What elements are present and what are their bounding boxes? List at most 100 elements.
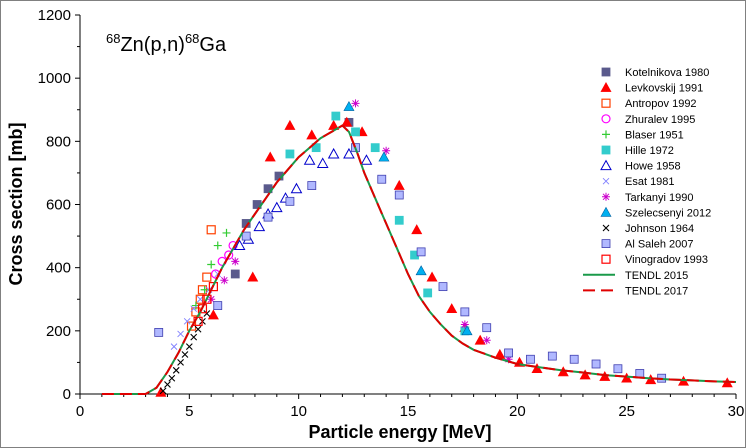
data-point (181, 351, 189, 358)
data-point (172, 366, 180, 374)
data-point (416, 247, 426, 257)
x-tick-label: 30 (728, 403, 745, 420)
data-point (327, 147, 340, 159)
legend-label: Szelecsenyi 2012 (625, 207, 711, 219)
data-point (423, 288, 433, 298)
series-tendl-2017 (101, 124, 737, 395)
data-point (306, 129, 318, 140)
y-tick-label: 1000 (38, 70, 71, 87)
legend-marker (601, 67, 611, 77)
x-tick-label: 10 (290, 403, 307, 420)
data-point (341, 116, 353, 127)
data-point (220, 276, 229, 285)
data-point (206, 225, 216, 235)
legend-label: Esat 1981 (625, 176, 675, 188)
legend-item: Blaser 1951 (602, 129, 684, 141)
legend-label: Vinogradov 1993 (625, 254, 708, 266)
x-tick-label: 5 (185, 403, 193, 420)
data-point (351, 127, 360, 137)
data-point (482, 323, 492, 333)
y-tick-label: 800 (46, 133, 71, 150)
data-point (415, 265, 427, 276)
data-point (247, 271, 259, 282)
data-point (183, 318, 191, 325)
legend-item: Johnson 1964 (602, 223, 694, 235)
data-point (547, 351, 557, 361)
legend-label: TENDL 2017 (625, 285, 688, 297)
legend-marker (602, 177, 610, 185)
title-mass-number: 68 (106, 31, 120, 46)
data-point (197, 304, 208, 314)
data-point (460, 320, 469, 329)
data-point (378, 151, 390, 162)
data-point (635, 369, 645, 378)
series-esat-1981 (170, 270, 222, 350)
x-tick-label: 20 (509, 403, 526, 420)
data-point (190, 333, 198, 341)
data-point (394, 190, 404, 200)
legend-item: Hille 1972 (601, 145, 674, 157)
legend-label: Zhuralev 1995 (625, 114, 695, 126)
data-point (164, 381, 171, 388)
legend-marker (600, 81, 612, 92)
data-point (194, 325, 202, 333)
data-point (311, 143, 321, 153)
y-tick-label: 0 (63, 386, 71, 403)
y-tick-label: 600 (46, 197, 71, 214)
x-axis-title: Particle energy [MeV] (308, 422, 491, 442)
data-point (190, 305, 198, 313)
legend-label: Johnson 1964 (625, 223, 694, 235)
legend-marker (602, 192, 610, 201)
data-point (241, 231, 251, 241)
data-point (460, 307, 470, 317)
data-point (426, 271, 438, 282)
data-point (224, 250, 234, 260)
legend-marker (600, 206, 612, 217)
data-point (159, 387, 167, 395)
legend-label: TENDL 2015 (625, 270, 688, 282)
data-point (207, 309, 219, 320)
data-point (446, 303, 458, 314)
data-point (207, 260, 216, 269)
data-point (474, 334, 486, 345)
series-levkovskij-1991 (155, 116, 733, 397)
legend-marker (602, 130, 610, 139)
x-tick-label: 15 (400, 403, 417, 420)
data-point (231, 257, 240, 266)
data-point (351, 99, 360, 108)
legend-label: Al Saleh 2007 (625, 239, 694, 251)
data-point (331, 111, 341, 121)
data-point (307, 181, 317, 190)
data-point (154, 328, 164, 337)
legend-marker (601, 239, 611, 249)
x-tick-label: 25 (618, 403, 635, 420)
data-point (377, 174, 387, 184)
legend-label: Levkovskij 1991 (625, 83, 703, 95)
data-point (343, 147, 355, 159)
x-tick-label: 0 (76, 403, 84, 420)
legend-label: Hille 1972 (625, 145, 674, 157)
series-line (101, 124, 737, 395)
legend-item: Antropov 1992 (601, 98, 697, 110)
title-reaction: Zn(p,n) (120, 34, 184, 56)
legend-item: Kotelnikova 1980 (601, 67, 709, 79)
data-point (170, 343, 178, 350)
legend-label: Blaser 1951 (625, 129, 684, 141)
data-point (411, 224, 423, 235)
data-point (208, 282, 218, 292)
data-point (185, 343, 193, 351)
series-szelecsenyi-2012 (343, 100, 473, 336)
data-point (393, 179, 405, 190)
data-point (222, 228, 231, 237)
data-point (526, 354, 535, 364)
data-point (202, 294, 212, 304)
data-point (203, 310, 211, 317)
legend-item: TENDL 2015 (583, 270, 688, 282)
legend-marker (600, 159, 612, 171)
data-point (177, 359, 184, 366)
data-point (285, 196, 295, 206)
data-point (290, 182, 303, 194)
data-point (202, 272, 212, 282)
legend-item: Zhuralev 1995 (601, 114, 695, 126)
